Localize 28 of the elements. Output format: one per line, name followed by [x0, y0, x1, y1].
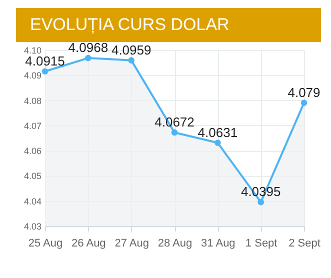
y-tick-label: 4.09 — [24, 70, 42, 81]
y-tick-label: 4.04 — [24, 196, 42, 206]
point — [300, 100, 308, 106]
data-label: 4.0959 — [111, 42, 152, 58]
x-tick-label: 25 Aug — [28, 238, 63, 250]
x-tick-label: 1 Sept — [245, 238, 278, 250]
y-tick-label: 4.03 — [24, 222, 42, 232]
point — [171, 129, 178, 136]
y-tick-label: 4.05 — [24, 171, 42, 182]
data-label: 4.0915 — [25, 53, 65, 68]
point — [42, 68, 48, 75]
y-tick-label: 4.08 — [24, 96, 42, 106]
x-tick-label: 28 Aug — [158, 238, 192, 250]
data-label: 4.0631 — [198, 124, 238, 140]
x-tick-label: 26 Aug — [72, 238, 106, 250]
point — [85, 54, 92, 62]
x-tick-label: 2 Sept — [288, 238, 320, 250]
chart-title: EVOLUȚIA CURS DOLAR — [16, 8, 321, 42]
data-label: 4.079 — [288, 84, 320, 100]
y-tick-label: 4.07 — [24, 120, 42, 131]
point — [214, 140, 221, 146]
point — [258, 198, 264, 206]
x-tick-label: 31 Aug — [201, 238, 236, 250]
y-tick-label: 4.10 — [24, 46, 42, 56]
point — [128, 57, 134, 64]
data-label: 4.0968 — [68, 40, 108, 56]
x-tick-label: 27 Aug — [114, 238, 149, 250]
y-tick-label: 4.06 — [24, 146, 42, 156]
